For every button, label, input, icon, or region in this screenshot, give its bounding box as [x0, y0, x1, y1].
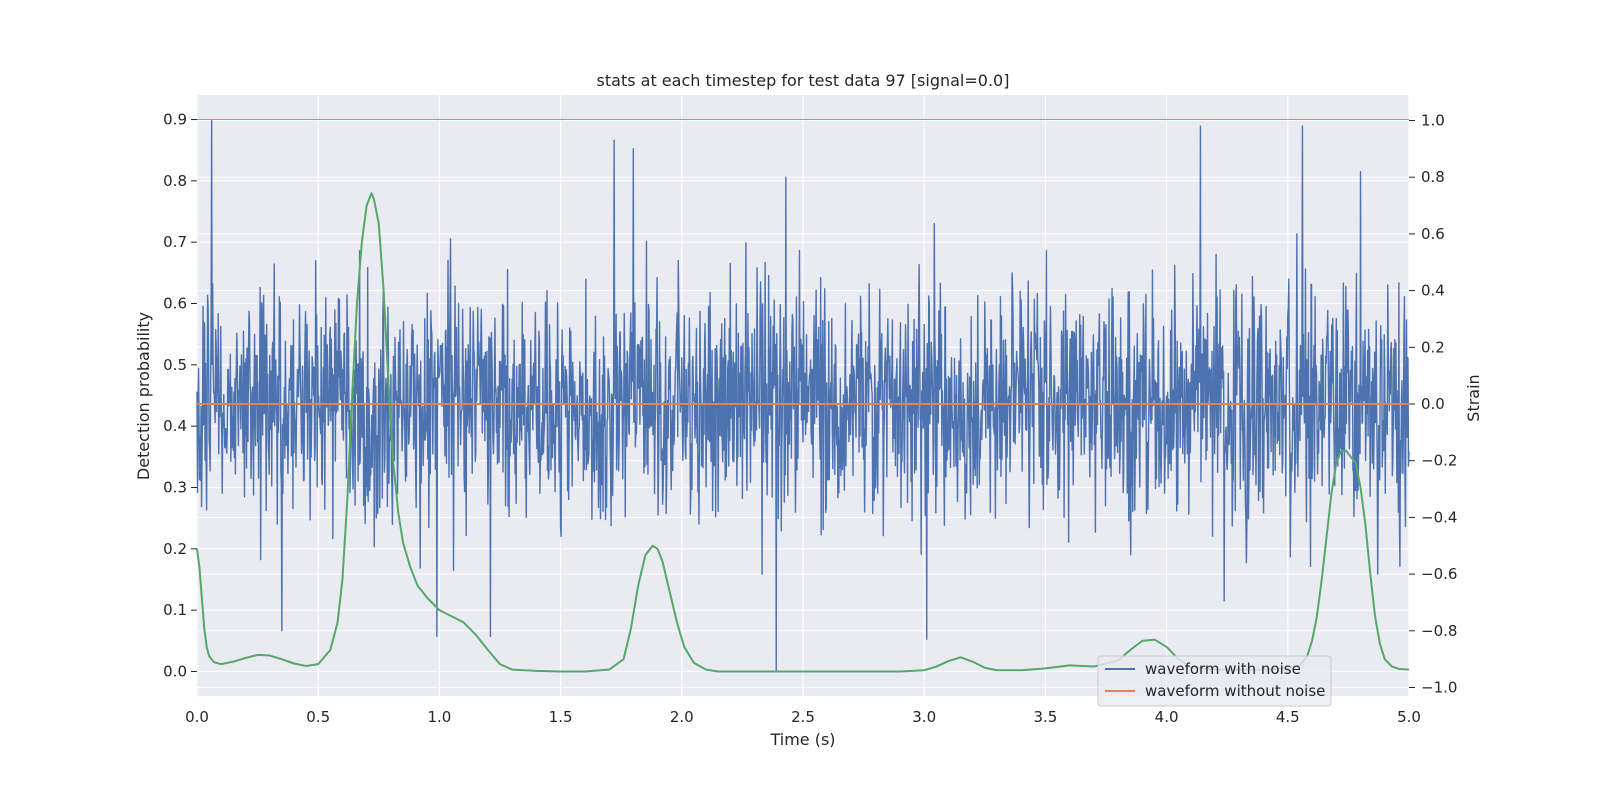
x-axis-label: Time (s) — [769, 730, 835, 749]
x-tick-label: 1.0 — [427, 708, 451, 726]
left-y-tick-label: 0.3 — [163, 478, 187, 496]
series-layer — [196, 119, 1410, 673]
x-tick-label: 2.0 — [670, 708, 694, 726]
left-y-tick-label: 0.2 — [163, 540, 187, 558]
left-y-axis-label: Detection probability — [134, 312, 153, 480]
right-y-tick-label: −0.2 — [1421, 452, 1457, 470]
x-tick-label: 0.0 — [185, 708, 209, 726]
legend: waveform with noise waveform without noi… — [1097, 655, 1332, 707]
right-y-tick-label: 0.0 — [1421, 395, 1445, 413]
x-tick-label: 2.5 — [791, 708, 815, 726]
right-y-tick-label: 0.6 — [1421, 225, 1445, 243]
x-tick-label: 3.5 — [1033, 708, 1057, 726]
legend-label-waveform-without-noise: waveform without noise — [1145, 682, 1325, 700]
series-waveform-with-noise — [196, 119, 1410, 672]
right-y-tick-labels: −1.0 −0.8 −0.6 −0.4 −0.2 0.0 0.2 0.4 0.6 0.8 1.0 — [1409, 112, 1457, 696]
right-y-tick-label: 0.8 — [1421, 168, 1445, 186]
right-y-axis-label: Strain — [1464, 374, 1483, 421]
x-tick-labels: 0.0 0.5 1.0 1.5 2.0 2.5 3.0 3.5 4.0 4.5 5.0 — [185, 708, 1421, 726]
right-y-tick-label: 1.0 — [1421, 112, 1445, 130]
legend-label-waveform-with-noise: waveform with noise — [1145, 660, 1301, 678]
left-y-tick-labels: 0.0 0.1 0.2 0.3 0.4 0.5 0.6 0.7 0.8 0.9 — [163, 111, 197, 680]
x-tick-label: 1.5 — [549, 708, 573, 726]
x-tick-label: 0.5 — [306, 708, 330, 726]
right-y-tick-label: −0.4 — [1421, 508, 1457, 526]
right-y-tick-label: −0.6 — [1421, 565, 1457, 583]
x-tick-label: 5.0 — [1397, 708, 1421, 726]
right-y-tick-label: −1.0 — [1421, 678, 1457, 696]
left-y-tick-label: 0.6 — [163, 295, 187, 313]
legend-box — [1097, 655, 1332, 707]
right-y-tick-label: 0.4 — [1421, 282, 1445, 300]
left-y-tick-label: 0.1 — [163, 601, 187, 619]
x-tick-label: 3.0 — [912, 708, 936, 726]
x-tick-label: 4.0 — [1155, 708, 1179, 726]
series-detection-probability — [196, 192, 1410, 673]
left-y-tick-label: 0.4 — [163, 417, 187, 435]
left-y-tick-label: 0.9 — [163, 111, 187, 129]
left-y-tick-label: 0.8 — [163, 172, 187, 190]
left-y-tick-label: 0.7 — [163, 233, 187, 251]
left-y-tick-label: 0.5 — [163, 356, 187, 374]
right-y-tick-label: 0.2 — [1421, 338, 1445, 356]
right-y-tick-label: −0.8 — [1421, 622, 1457, 640]
left-y-tick-label: 0.0 — [163, 662, 187, 680]
chart-title: stats at each timestep for test data 97 … — [597, 71, 1010, 90]
x-tick-label: 4.5 — [1276, 708, 1300, 726]
